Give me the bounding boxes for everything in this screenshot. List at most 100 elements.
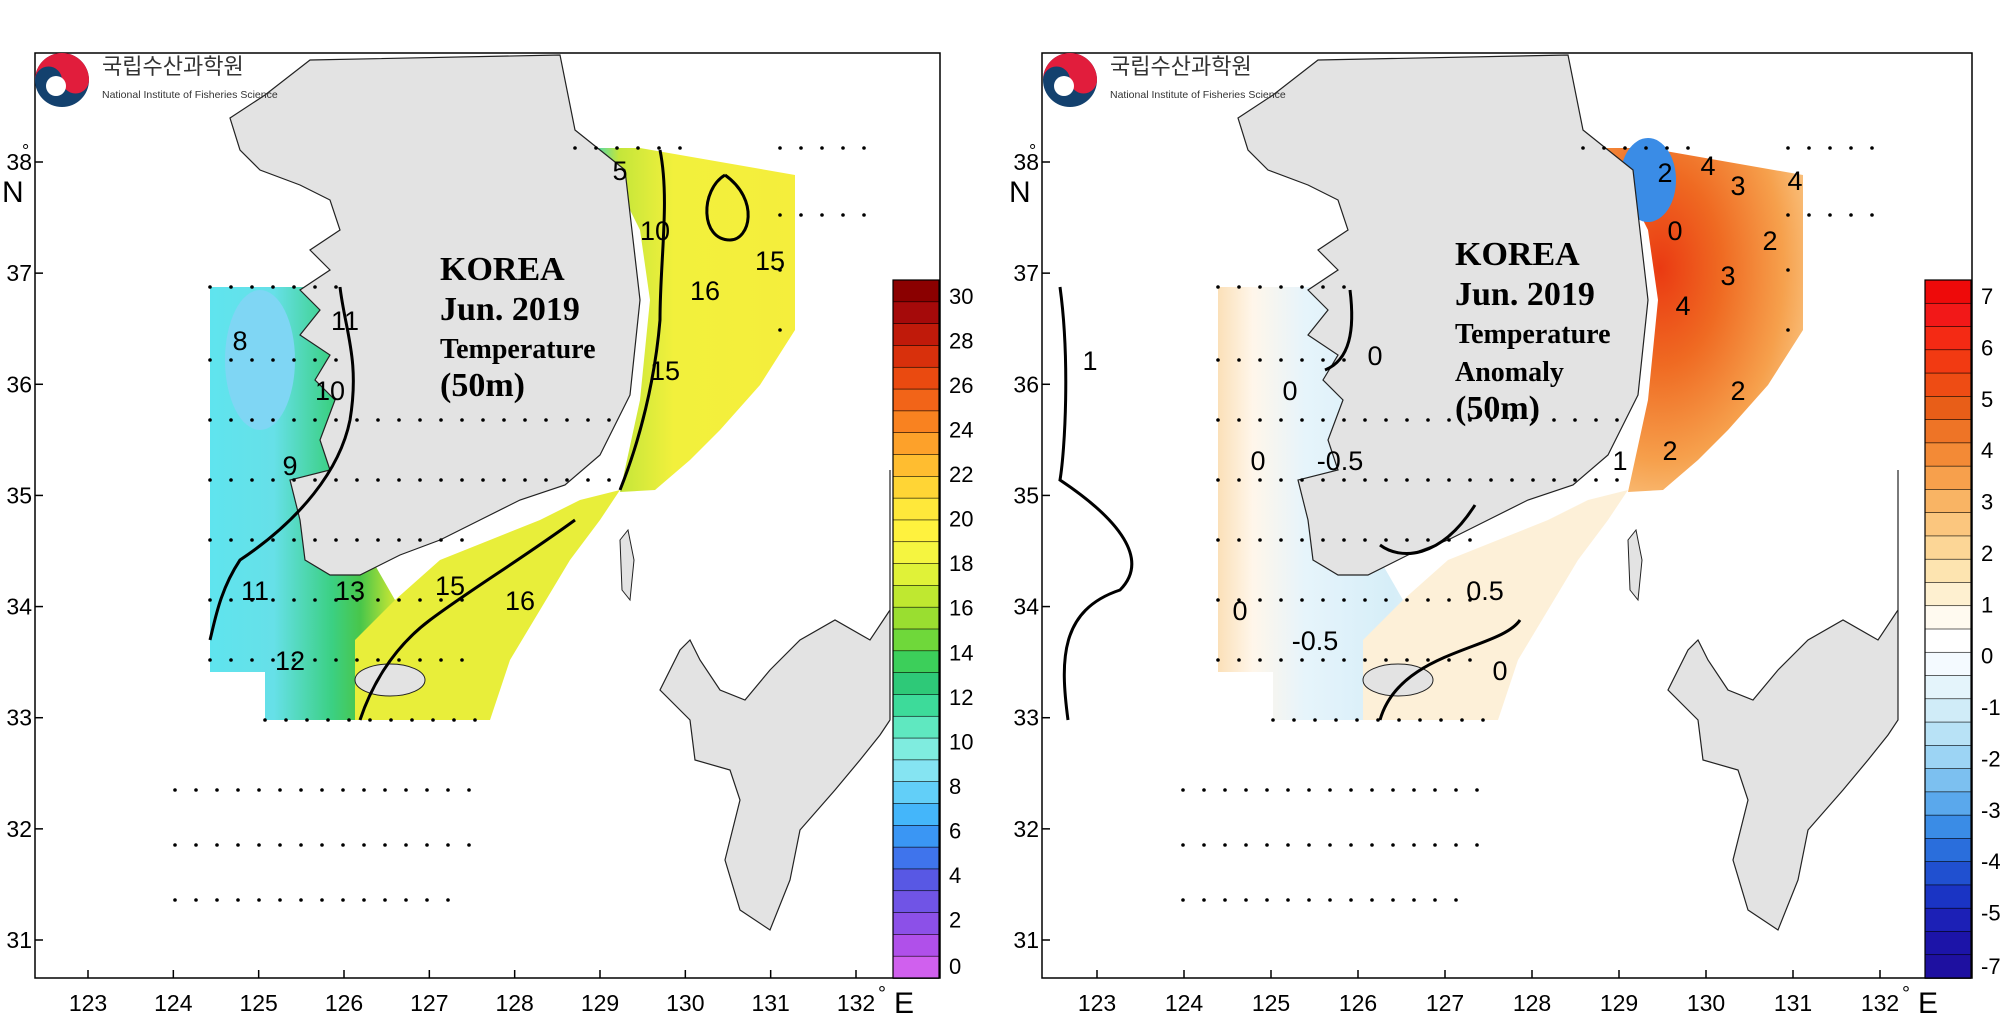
station-dot [173, 843, 177, 847]
station-dot [404, 843, 408, 847]
colorbar-segment [1924, 396, 1972, 421]
station-dot [215, 898, 219, 902]
station-dot [334, 478, 338, 482]
colorbar-label: -1 [1981, 695, 2000, 720]
tsushima-island [1627, 528, 1643, 602]
lat-degree-sign: ° [22, 141, 29, 161]
station-dot [439, 418, 443, 422]
lon-tick-label: 132 [1861, 990, 1899, 1016]
station-dot [1786, 328, 1790, 332]
station-dot [229, 598, 233, 602]
station-dot [1489, 418, 1493, 422]
station-dot [1376, 718, 1380, 722]
contour-label: 3 [1720, 261, 1735, 291]
colorbar-segment [892, 628, 940, 652]
station-dot [1426, 538, 1430, 542]
station-dot [425, 843, 429, 847]
station-dot [334, 285, 338, 289]
station-dot [820, 213, 824, 217]
station-dots [1181, 146, 1874, 902]
station-dot [452, 718, 456, 722]
station-dot [313, 418, 317, 422]
station-dot [208, 285, 212, 289]
station-dot [607, 418, 611, 422]
institute-korean-name: 국립수산과학원 [102, 54, 244, 79]
station-dot [1405, 598, 1409, 602]
station-dot [425, 898, 429, 902]
station-dot [208, 358, 212, 362]
station-dot [431, 718, 435, 722]
station-dot [1786, 213, 1790, 217]
colorbar-segment [1924, 582, 1972, 607]
station-dot [355, 598, 359, 602]
station-dot [1258, 538, 1262, 542]
station-dot [250, 358, 254, 362]
station-dot [383, 843, 387, 847]
station-dot [355, 538, 359, 542]
colorbar-segment [892, 519, 940, 543]
station-dot [1237, 658, 1241, 662]
station-dot [418, 478, 422, 482]
station-dot [1384, 658, 1388, 662]
station-dot [1216, 538, 1220, 542]
colorbar-segment [892, 803, 940, 827]
station-dot [292, 538, 296, 542]
lon-tick-label: 124 [154, 990, 193, 1016]
colorbar-segment [1924, 907, 1972, 933]
station-dot [278, 898, 282, 902]
station-dot [1433, 843, 1437, 847]
station-dot [313, 285, 317, 289]
station-dot [1334, 718, 1338, 722]
station-dot [215, 788, 219, 792]
colorbar-label: 3 [1981, 490, 1993, 515]
station-dot [1363, 538, 1367, 542]
contour-label: 0 [1667, 216, 1682, 246]
lat-tick-label: 33 [6, 705, 32, 731]
colorbar-segment [892, 890, 940, 914]
station-dot [594, 146, 598, 150]
colorbar-segment [892, 497, 940, 521]
station-dot [341, 898, 345, 902]
station-dot [1342, 658, 1346, 662]
colorbar-segment [1924, 605, 1972, 630]
station-dot [418, 598, 422, 602]
station-dot [362, 788, 366, 792]
station-dot [1258, 418, 1262, 422]
station-dot [1237, 538, 1241, 542]
station-dot [586, 418, 590, 422]
station-dot [1594, 478, 1598, 482]
station-dot [229, 285, 233, 289]
station-dot [1615, 478, 1619, 482]
station-dot [1328, 788, 1332, 792]
station-dot [1531, 478, 1535, 482]
station-dot [1237, 285, 1241, 289]
colorbar-segment [1924, 512, 1972, 537]
colorbar-segment [1924, 535, 1972, 561]
station-dot [1258, 598, 1262, 602]
logo-red-half [1043, 53, 1097, 94]
contour-lines [1058, 286, 1522, 721]
station-dot [481, 418, 485, 422]
station-dot [362, 843, 366, 847]
longitude-axis: 123 124 125 126 127 128 129 130 131 132 ° E [1078, 970, 1938, 1020]
colorbar-segment [1924, 349, 1972, 374]
station-dot [1237, 478, 1241, 482]
colorbar-segment [892, 541, 940, 565]
nifs-logo: 국립수산과학원 National Institute of Fisheries S… [1043, 53, 1286, 107]
station-dot [1433, 898, 1437, 902]
colorbar-segment [892, 846, 940, 870]
station-dot [313, 538, 317, 542]
korea-land [229, 54, 641, 576]
station-dot [418, 658, 422, 662]
station-dots [173, 146, 866, 902]
station-dot [292, 658, 296, 662]
contour-line [1058, 286, 1134, 721]
station-dot [1300, 358, 1304, 362]
station-dot [229, 658, 233, 662]
colorbar-segment [892, 410, 940, 434]
contour-label: -0.5 [1292, 626, 1339, 656]
colorbar-segment [892, 366, 940, 390]
station-dot [1279, 358, 1283, 362]
lat-direction: N [1009, 176, 1031, 209]
station-dot [1286, 843, 1290, 847]
